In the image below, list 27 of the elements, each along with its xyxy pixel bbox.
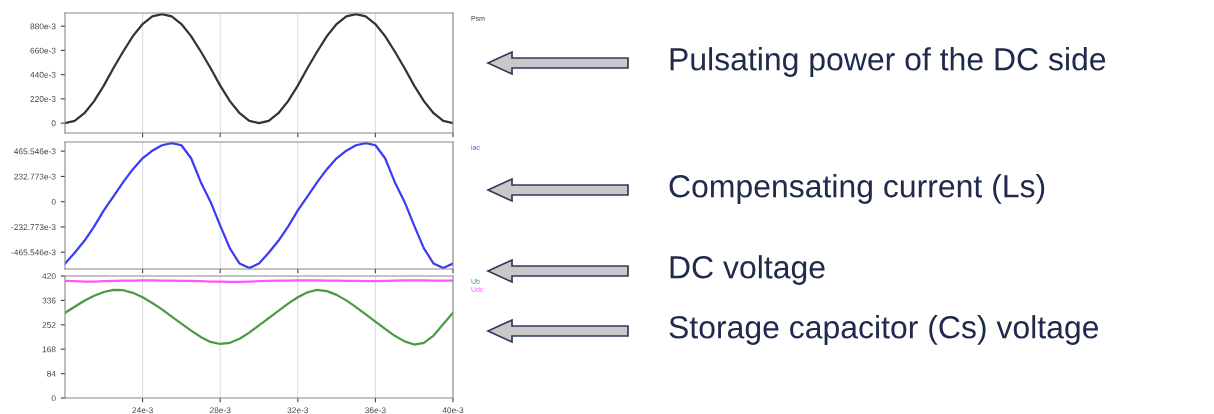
y-tick-label: 660e-3	[30, 47, 56, 54]
y-tick-label: 0	[51, 395, 56, 402]
x-tick-label: 28e-3	[209, 407, 231, 414]
y-tick-label: 880e-3	[30, 23, 56, 30]
text: Pulsating power of the DC side	[670, 47, 1106, 77]
y-tick-label: 440e-3	[30, 71, 56, 78]
y-tick-label: -465.546e-3	[11, 249, 56, 256]
x-tick-label: 36e-3	[365, 407, 386, 414]
y-tick-label: 232.773e-3	[14, 173, 56, 180]
y-tick-label: 0	[51, 198, 56, 205]
line-series	[65, 288, 453, 346]
y-tick-label: 220e-3	[30, 96, 56, 102]
x-tick-label: 40e-3	[442, 407, 464, 414]
y-tick-label: 420	[42, 273, 56, 280]
x-tick-label: 32e-3	[287, 407, 309, 414]
text: Compensating current (Ls)	[669, 174, 1045, 204]
y-tick-label: 0	[51, 120, 56, 127]
x-tick-label: 24e-3	[132, 407, 153, 414]
text: Storage capacitor (Cs) voltage	[669, 315, 1099, 345]
y-tick-label: 168	[42, 346, 56, 353]
line-series	[65, 142, 453, 269]
y-tick-label: 336	[42, 297, 56, 304]
text: DC voltage	[670, 255, 825, 285]
y-tick-label: 252	[42, 322, 56, 328]
y-tick-label: -232.773e-3	[11, 224, 56, 231]
y-tick-label: 84	[47, 370, 56, 377]
y-tick-label: 465.546e-3	[14, 148, 56, 155]
